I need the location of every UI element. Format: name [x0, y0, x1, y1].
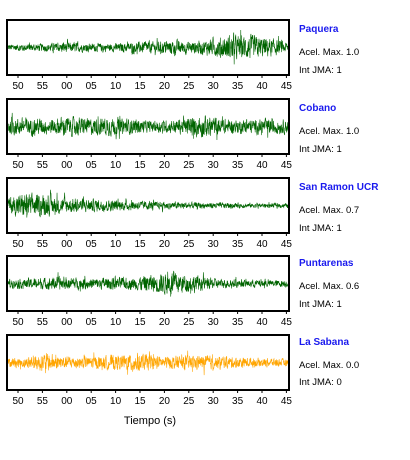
- x-tick-label: 45: [281, 160, 293, 171]
- x-tick-label: 15: [134, 160, 146, 171]
- x-tick-label: 10: [110, 239, 122, 250]
- panel-frame: [6, 255, 290, 312]
- int-jma-la-sabana: Int JMA: 0: [299, 377, 342, 388]
- x-tick-label: 45: [281, 396, 293, 407]
- x-tick-label: 00: [61, 160, 73, 171]
- x-tick-label: 50: [12, 160, 24, 171]
- panel-frame: [6, 177, 290, 234]
- panel-la-sabana: 50 55 00 05 10 15 20 25 30 35 40 45: [6, 334, 293, 407]
- x-tick-label: 05: [86, 239, 98, 250]
- x-tick-label: 50: [12, 317, 24, 328]
- panel-cobano: 50 55 00 05 10 15 20 25 30 35 40 45: [6, 98, 293, 171]
- x-tick-label: 30: [208, 317, 220, 328]
- waveform-trace: [7, 270, 289, 297]
- x-tick-label: 30: [208, 239, 220, 250]
- x-tick-label: 40: [256, 317, 268, 328]
- x-tick-label: 50: [12, 396, 24, 407]
- x-tick-label: 40: [256, 81, 268, 92]
- x-tick-label: 25: [183, 239, 195, 250]
- x-tick-label: 35: [232, 239, 244, 250]
- x-tick-label: 55: [37, 160, 49, 171]
- x-tick-label: 05: [86, 317, 98, 328]
- panel-frame: [6, 98, 290, 155]
- x-tick-label: 25: [183, 160, 195, 171]
- x-tick-label: 30: [208, 160, 220, 171]
- x-tick-label: 20: [159, 317, 171, 328]
- x-tick-label: 10: [110, 396, 122, 407]
- x-tick-label: 05: [86, 160, 98, 171]
- x-tick-label: 35: [232, 396, 244, 407]
- x-tick-label: 40: [256, 239, 268, 250]
- x-tick-label: 05: [86, 81, 98, 92]
- x-tick-label: 30: [208, 81, 220, 92]
- x-tick-label: 50: [12, 239, 24, 250]
- x-tick-label: 20: [159, 396, 171, 407]
- x-tick-label: 45: [281, 81, 293, 92]
- x-axis-label: Tiempo (s): [123, 415, 177, 427]
- station-name-san-ramon-ucr: San Ramon UCR: [299, 182, 379, 193]
- x-tick-label: 30: [208, 396, 220, 407]
- panel-frame: [6, 334, 290, 391]
- x-tick-label: 35: [232, 317, 244, 328]
- x-tick-label: 40: [256, 396, 268, 407]
- int-jma-san-ramon-ucr: Int JMA: 1: [299, 223, 342, 234]
- x-tick-label: 45: [281, 317, 293, 328]
- x-tick-label: 15: [134, 396, 146, 407]
- waveform-trace: [7, 189, 289, 218]
- x-tick-label: 15: [134, 317, 146, 328]
- x-tick-label: 20: [159, 81, 171, 92]
- x-tick-label: 10: [110, 81, 122, 92]
- x-tick-label: 50: [12, 81, 24, 92]
- x-tick-label: 35: [232, 81, 244, 92]
- panel-puntarenas: 50 55 00 05 10 15 20 25 30 35 40 45: [6, 255, 293, 328]
- station-name-cobano: Cobano: [299, 103, 337, 114]
- int-jma-paquera: Int JMA: 1: [299, 65, 342, 76]
- waveform-trace: [7, 112, 289, 140]
- acel-max-cobano: Acel. Max. 1.0: [299, 126, 360, 137]
- panel-frame: [6, 19, 290, 76]
- int-jma-cobano: Int JMA: 1: [299, 144, 342, 155]
- x-tick-label: 55: [37, 81, 49, 92]
- x-tick-label: 55: [37, 239, 49, 250]
- station-name-puntarenas: Puntarenas: [299, 258, 354, 269]
- acel-max-la-sabana: Acel. Max. 0.0: [299, 360, 360, 371]
- x-tick-label: 00: [61, 239, 73, 250]
- station-name-paquera: Paquera: [299, 24, 339, 35]
- x-tick-label: 10: [110, 160, 122, 171]
- x-tick-label: 15: [134, 81, 146, 92]
- x-tick-label: 20: [159, 239, 171, 250]
- x-tick-label: 25: [183, 81, 195, 92]
- int-jma-puntarenas: Int JMA: 1: [299, 299, 342, 310]
- acel-max-puntarenas: Acel. Max. 0.6: [299, 281, 360, 292]
- waveform-trace: [7, 350, 289, 376]
- acel-max-san-ramon-ucr: Acel. Max. 0.7: [299, 205, 360, 216]
- x-tick-label: 05: [86, 396, 98, 407]
- x-tick-label: 00: [61, 81, 73, 92]
- x-tick-label: 00: [61, 396, 73, 407]
- x-tick-label: 00: [61, 317, 73, 328]
- x-tick-label: 25: [183, 396, 195, 407]
- x-tick-label: 35: [232, 160, 244, 171]
- panel-paquera: 50 55 00 05 10 15 20 25 30 35 40 45: [6, 19, 293, 92]
- waveform-trace: [7, 30, 289, 65]
- x-tick-label: 15: [134, 239, 146, 250]
- x-tick-label: 40: [256, 160, 268, 171]
- panel-san-ramon-ucr: 50 55 00 05 10 15 20 25 30 35 40 45: [6, 177, 293, 250]
- acel-max-paquera: Acel. Max. 1.0: [299, 47, 360, 58]
- station-name-la-sabana: La Sabana: [299, 337, 350, 348]
- x-tick-label: 10: [110, 317, 122, 328]
- x-tick-label: 55: [37, 317, 49, 328]
- x-tick-label: 45: [281, 239, 293, 250]
- x-tick-label: 20: [159, 160, 171, 171]
- x-tick-label: 55: [37, 396, 49, 407]
- x-tick-label: 25: [183, 317, 195, 328]
